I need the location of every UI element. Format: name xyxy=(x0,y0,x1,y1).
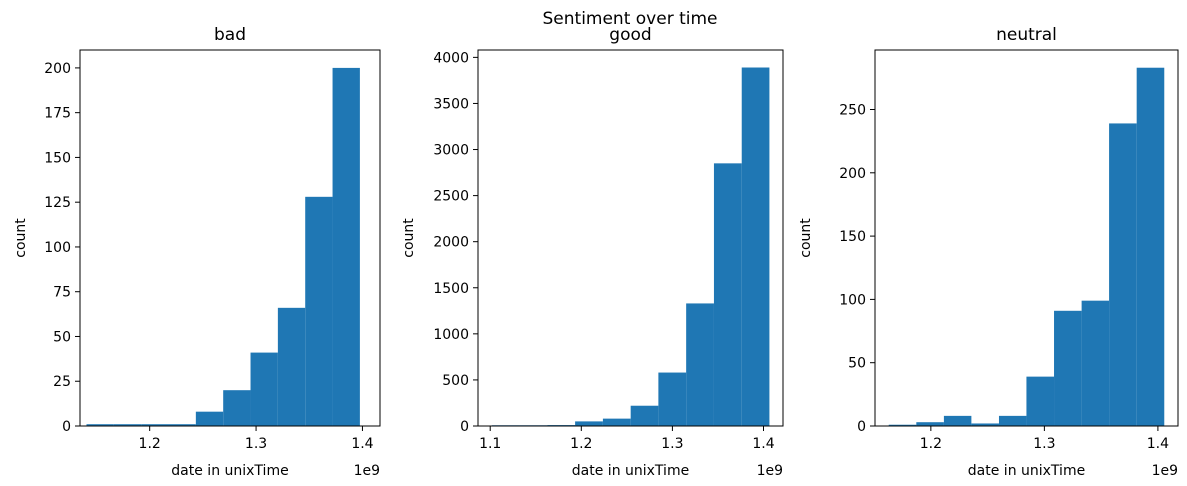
histogram-bar xyxy=(113,424,142,426)
histogram-bar xyxy=(575,421,603,426)
y-tick-label: 75 xyxy=(53,285,71,301)
y-tick-label: 25 xyxy=(53,374,71,390)
axes-frame xyxy=(874,49,1179,427)
histogram-bar xyxy=(998,415,1027,426)
y-tick-label: 125 xyxy=(44,195,71,211)
y-tick-label: 150 xyxy=(839,229,866,245)
histogram-bar xyxy=(741,67,770,426)
y-tick-label: 3000 xyxy=(433,143,469,159)
histogram-bar xyxy=(1026,376,1055,426)
y-tick-label: 50 xyxy=(53,329,71,345)
y-axis-label: count xyxy=(798,218,814,258)
x-tick-label: 1.1 xyxy=(479,436,501,452)
x-tick-label: 1.2 xyxy=(139,436,161,452)
x-axis-offset-text: 1e9 xyxy=(1152,463,1178,479)
histogram-bar xyxy=(277,307,306,426)
x-axis-offset-text: 1e9 xyxy=(757,463,783,479)
y-tick-label: 150 xyxy=(44,150,71,166)
y-tick-label: 200 xyxy=(44,61,71,77)
x-tick-label: 1.4 xyxy=(351,436,373,452)
y-tick-label: 2500 xyxy=(433,189,469,205)
histogram-bar xyxy=(141,424,169,426)
histogram-bar xyxy=(971,423,999,426)
histogram-bar xyxy=(1054,310,1082,426)
x-tick-label: 1.3 xyxy=(1033,436,1055,452)
histogram-bar xyxy=(602,418,631,426)
x-tick-label: 1.4 xyxy=(752,436,774,452)
y-tick-label: 1500 xyxy=(433,281,469,297)
histogram-bar xyxy=(168,424,196,426)
y-tick-label: 175 xyxy=(44,106,71,122)
x-axis-label: date in unixTime xyxy=(572,463,689,479)
subplot-neutral: 0 50 100 150 200 250 1.2 1.3 1.4 neutral date in u… xyxy=(798,25,1179,479)
subplot-panels: 0 25 50 75 100 125 150 175 200 1.2 1.3 1.4 bad date i… xyxy=(13,25,1179,479)
histogram-bar xyxy=(250,352,278,426)
x-axis-offset-text: 1e9 xyxy=(354,463,380,479)
histogram-bar xyxy=(713,163,742,426)
y-tick-label: 50 xyxy=(848,356,866,372)
figure-suptitle: Sentiment over time xyxy=(543,9,718,29)
y-tick-label: 100 xyxy=(44,240,71,256)
x-tick-label: 1.3 xyxy=(245,436,267,452)
y-axis-label: count xyxy=(401,218,417,258)
histogram-bar xyxy=(686,303,714,426)
axes-frame xyxy=(477,49,784,427)
histogram-bar xyxy=(332,67,360,427)
x-axis-label: date in unixTime xyxy=(968,463,1085,479)
y-tick-label: 250 xyxy=(839,103,866,119)
y-tick-label: 0 xyxy=(857,419,866,435)
y-axis-label: count xyxy=(13,218,29,258)
axes-frame xyxy=(79,49,381,427)
subplot-bad: 0 25 50 75 100 125 150 175 200 1.2 1.3 1.4 bad date i… xyxy=(13,25,381,479)
histogram-bar xyxy=(195,411,224,426)
subplot-title: bad xyxy=(214,25,246,45)
histogram-bar xyxy=(223,390,251,426)
histogram-bar xyxy=(943,415,972,426)
y-tick-label: 500 xyxy=(442,373,469,389)
y-tick-label: 100 xyxy=(839,292,866,308)
histogram-bar xyxy=(1081,300,1110,426)
y-tick-label: 4000 xyxy=(433,50,469,66)
subplot-title: neutral xyxy=(996,25,1057,45)
y-tick-label: 200 xyxy=(839,166,866,182)
histogram-bar xyxy=(86,424,114,426)
histogram-bar xyxy=(630,405,659,426)
y-tick-label: 0 xyxy=(460,419,469,435)
x-tick-label: 1.2 xyxy=(570,436,592,452)
histogram-bar xyxy=(888,424,917,426)
histogram-bar xyxy=(305,196,333,426)
histogram-bar xyxy=(1109,123,1137,427)
x-tick-label: 1.3 xyxy=(661,436,683,452)
y-tick-label: 1000 xyxy=(433,327,469,343)
histogram-bar xyxy=(916,422,944,426)
y-tick-label: 2000 xyxy=(433,235,469,251)
y-tick-label: 3500 xyxy=(433,96,469,112)
histogram-bar xyxy=(658,372,687,426)
x-axis-label: date in unixTime xyxy=(171,463,288,479)
subplot-title: good xyxy=(609,25,651,45)
histogram-bar xyxy=(1136,67,1165,426)
y-tick-label: 0 xyxy=(62,419,71,435)
x-tick-label: 1.2 xyxy=(920,436,942,452)
x-tick-label: 1.4 xyxy=(1147,436,1169,452)
subplot-good: 0 500 1000 1500 2000 2500 3000 3500 4000 1.1 1.2 1.… xyxy=(401,25,784,479)
